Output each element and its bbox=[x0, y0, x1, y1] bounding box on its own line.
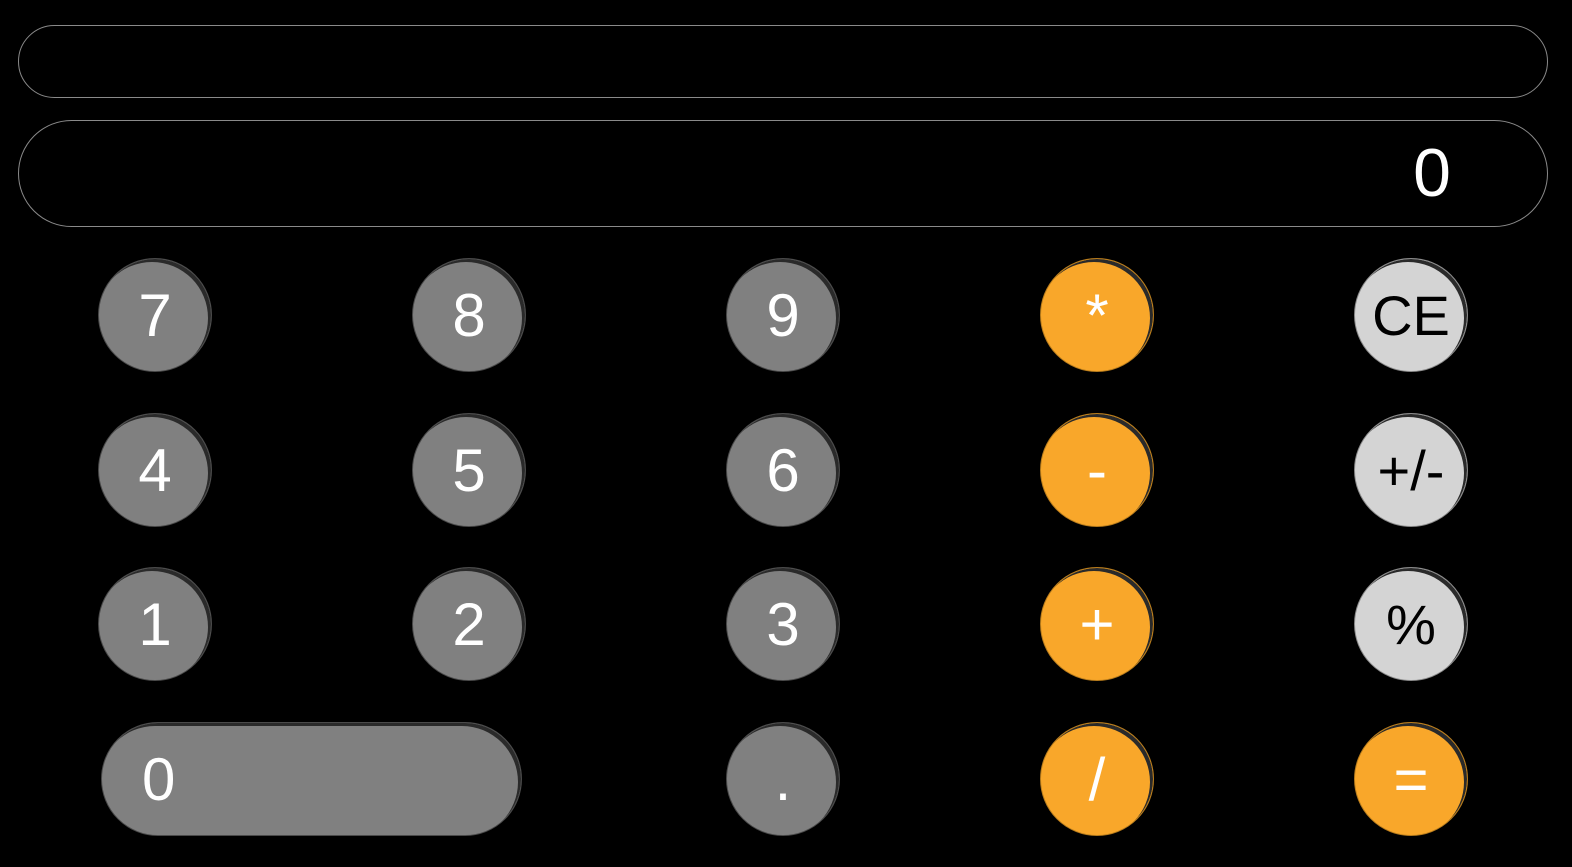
multiply-button[interactable]: * bbox=[1040, 258, 1154, 372]
result-display: 0 bbox=[18, 120, 1548, 227]
key-1-button[interactable]: 1 bbox=[98, 567, 212, 681]
clear-entry-button[interactable]: CE bbox=[1354, 258, 1468, 372]
key-8-button[interactable]: 8 bbox=[412, 258, 526, 372]
negate-button[interactable]: +/- bbox=[1354, 413, 1468, 527]
key-6-button[interactable]: 6 bbox=[726, 413, 840, 527]
expression-display bbox=[18, 25, 1548, 98]
key-0-button[interactable]: 0 bbox=[101, 722, 522, 836]
key-4-button[interactable]: 4 bbox=[98, 413, 212, 527]
subtract-button[interactable]: - bbox=[1040, 413, 1154, 527]
key-2-button[interactable]: 2 bbox=[412, 567, 526, 681]
key-7-button[interactable]: 7 bbox=[98, 258, 212, 372]
add-button[interactable]: + bbox=[1040, 567, 1154, 681]
equals-button[interactable]: = bbox=[1354, 722, 1468, 836]
key-9-button[interactable]: 9 bbox=[726, 258, 840, 372]
key-3-button[interactable]: 3 bbox=[726, 567, 840, 681]
decimal-button[interactable]: . bbox=[726, 722, 840, 836]
percent-button[interactable]: % bbox=[1354, 567, 1468, 681]
key-5-button[interactable]: 5 bbox=[412, 413, 526, 527]
divide-button[interactable]: / bbox=[1040, 722, 1154, 836]
